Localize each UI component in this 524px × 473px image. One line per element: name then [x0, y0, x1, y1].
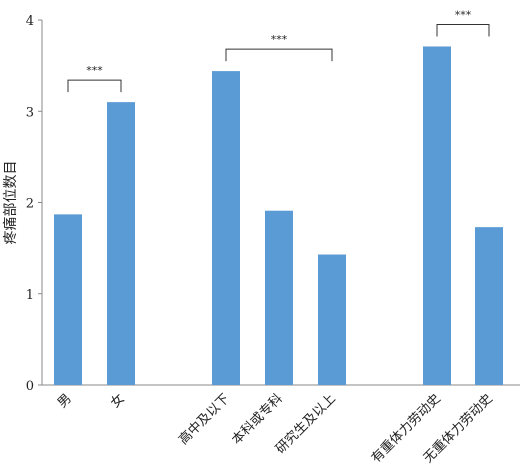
- bar: [318, 254, 346, 385]
- significance-label: ***: [455, 8, 472, 21]
- y-axis-label: 疼痛部位数目: [2, 161, 19, 245]
- x-tick-label: 男: [55, 391, 75, 411]
- significance-label: ***: [271, 33, 288, 46]
- x-tick-label: 高中及以下: [176, 391, 233, 448]
- y-tick-label: 4: [26, 14, 34, 29]
- bar: [54, 214, 82, 385]
- bars: [54, 46, 503, 386]
- y-tick-label: 3: [26, 105, 34, 120]
- significance-bracket: [436, 23, 490, 37]
- y-tick-label: 2: [26, 197, 34, 212]
- bar: [212, 71, 240, 385]
- significance-brackets: *** *** ***: [67, 8, 490, 93]
- bar: [265, 210, 293, 385]
- significance-bracket: [67, 79, 122, 93]
- x-tick-label: 女: [107, 391, 128, 412]
- bar: [423, 46, 451, 386]
- y-tick-label: 0: [26, 379, 34, 394]
- significance-label: ***: [86, 64, 103, 77]
- bar: [107, 102, 135, 385]
- x-tick-label: 本科或专科: [229, 391, 286, 448]
- bar: [475, 227, 503, 385]
- significance-bracket: [225, 48, 333, 62]
- x-tick-labels: 男女高中及以下本科或专科研究生及以上 有重体力劳动史无重体力劳动史: [55, 391, 496, 467]
- y-tick-label: 1: [26, 288, 34, 303]
